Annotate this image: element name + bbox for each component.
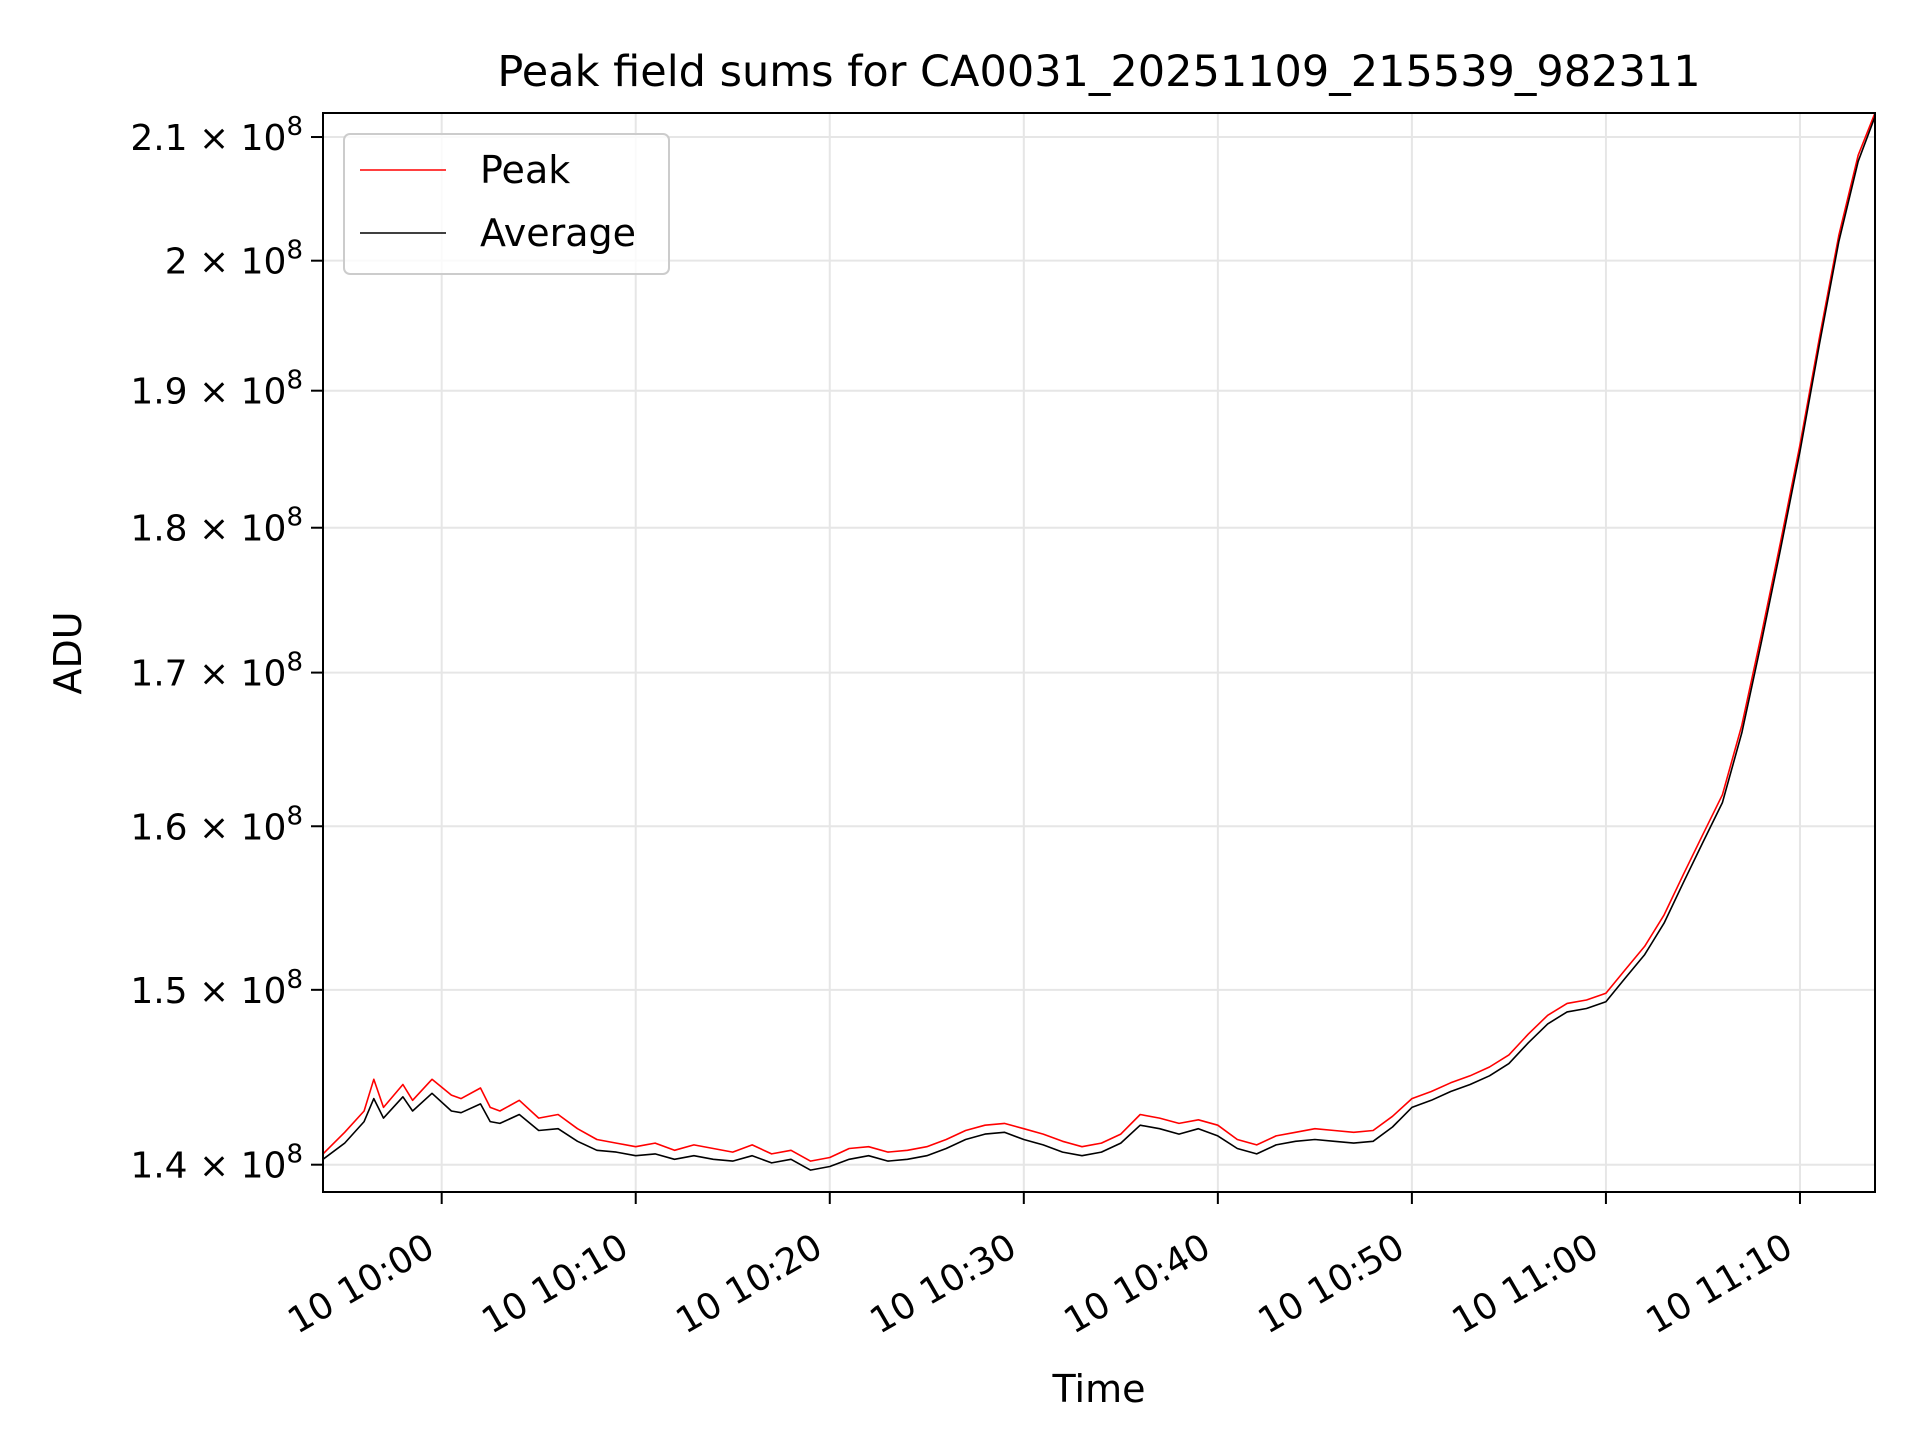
plot-area bbox=[323, 113, 1875, 1192]
y-tick-label: 1.7 × 108 bbox=[130, 648, 303, 695]
y-tick-label: 1.9 × 108 bbox=[130, 366, 303, 413]
x-axis-label: Time bbox=[1052, 1367, 1146, 1411]
grid bbox=[323, 113, 1875, 1192]
y-axis-label: ADU bbox=[46, 611, 90, 694]
series-layer bbox=[322, 112, 1876, 1171]
y-axis: 1.4 × 108 1.5 × 108 1.6 × 108 1.7 × 108 1.8 … bbox=[130, 112, 323, 1187]
legend-box bbox=[343, 133, 670, 275]
legend-label-peak: Peak bbox=[480, 148, 570, 192]
chart-title: Peak field sums for CA0031_20251109_2155… bbox=[497, 47, 1700, 97]
plot-frame bbox=[322, 112, 1876, 1193]
y-tick-label: 1.4 × 108 bbox=[130, 1140, 303, 1187]
y-tick-label: 2.1 × 108 bbox=[130, 112, 303, 159]
y-tick-label: 1.6 × 108 bbox=[130, 801, 303, 848]
series-line-peak bbox=[322, 112, 1876, 1162]
legend-label-average: Average bbox=[480, 211, 636, 255]
legend: Peak Average bbox=[343, 133, 670, 275]
y-tick-label: 1.5 × 108 bbox=[130, 965, 303, 1012]
y-tick-label: 1.8 × 108 bbox=[130, 503, 303, 550]
series-line-average bbox=[322, 116, 1876, 1171]
y-tick-label: 2 × 108 bbox=[165, 236, 303, 283]
